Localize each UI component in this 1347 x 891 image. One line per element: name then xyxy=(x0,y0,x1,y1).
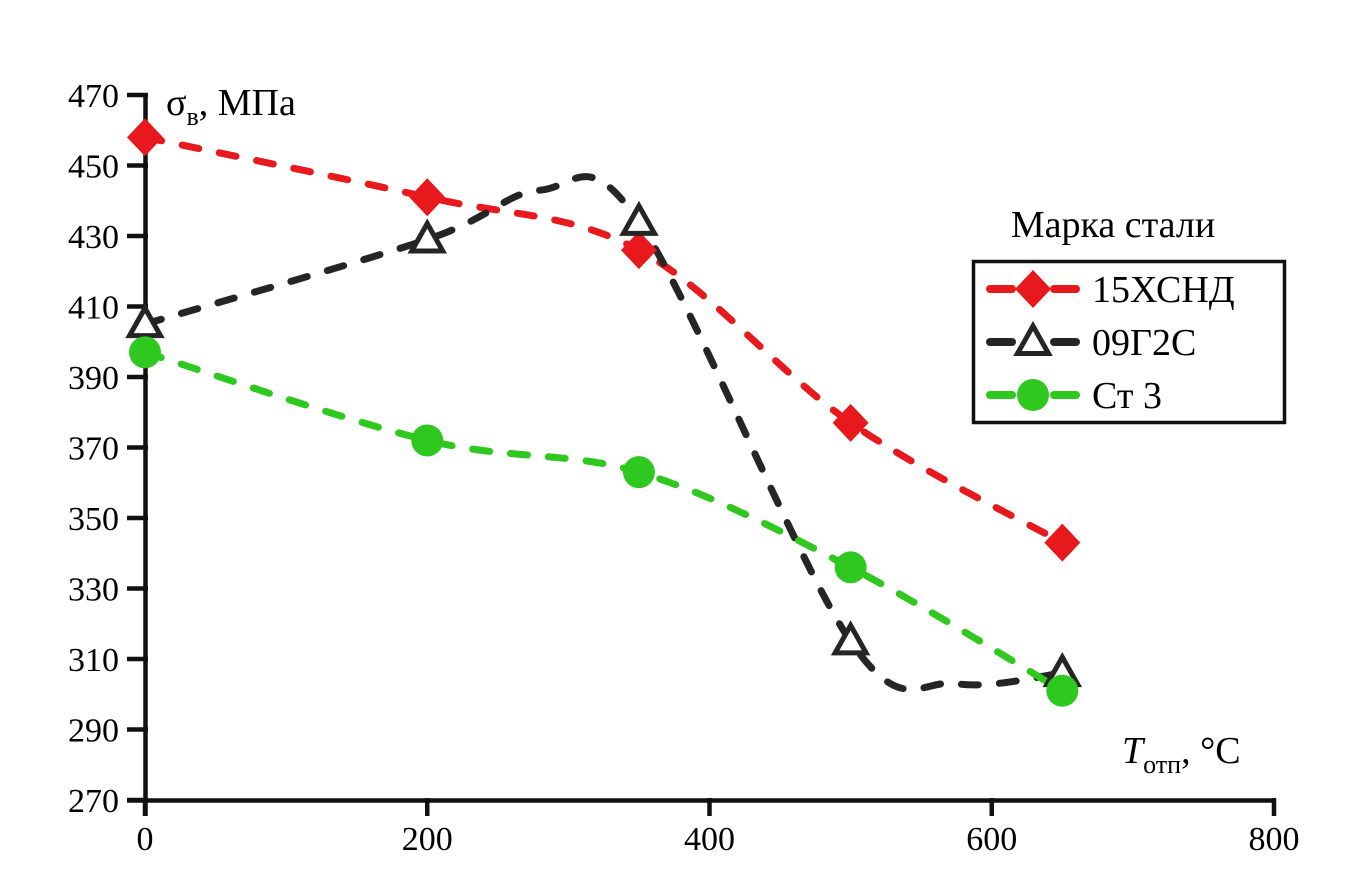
legend-swatch-09g2s xyxy=(986,320,1080,356)
legend: Марка стали 15ХСНД 09Г2С Ст 3 xyxy=(971,204,1287,425)
x-tick-label: 600 xyxy=(966,821,1017,858)
marker-triangle xyxy=(619,200,659,236)
x-tick-label: 400 xyxy=(684,821,735,858)
legend-label-09g2s: 09Г2С xyxy=(1092,322,1196,364)
y-axis-units: , МПа xyxy=(199,82,296,124)
series-lines xyxy=(141,133,1066,695)
y-tick-label: 410 xyxy=(68,290,119,327)
legend-title: Марка стали xyxy=(1011,204,1215,246)
y-axis-subscript: в xyxy=(186,102,198,131)
axes: 470 450 430 410 390 370 350 330 310 290 270 0 200 400… xyxy=(68,78,1300,858)
x-axis-title: Tотп, °C xyxy=(1122,730,1241,779)
legend-item-09g2s: 09Г2С xyxy=(986,320,1196,364)
x-axis-subscript: отп xyxy=(1143,750,1181,779)
marker-diamond xyxy=(409,178,446,217)
y-tick-label: 270 xyxy=(68,783,119,820)
y-tick-label: 450 xyxy=(68,149,119,186)
y-axis-symbol: σ xyxy=(166,82,186,124)
marker-diamond xyxy=(1015,270,1051,308)
y-tick-label: 310 xyxy=(68,642,119,679)
marker-circle xyxy=(129,336,161,369)
y-tick-label: 290 xyxy=(68,713,119,750)
series-line-0 xyxy=(141,133,1066,547)
marker-triangle xyxy=(125,303,165,339)
x-tick-label: 0 xyxy=(137,821,154,858)
marker-triangle xyxy=(830,620,871,656)
y-tick-label: 350 xyxy=(68,501,119,538)
y-tick-label: 330 xyxy=(68,572,119,609)
marker-circle xyxy=(834,551,867,584)
legend-swatch-15hsnd xyxy=(986,270,1080,308)
x-tick-label: 800 xyxy=(1249,821,1300,858)
legend-item-st3: Ст 3 xyxy=(986,375,1162,417)
marker-triangle xyxy=(1013,320,1053,356)
marker-diamond xyxy=(1044,523,1081,562)
legend-label-15hsnd: 15ХСНД xyxy=(1092,269,1235,311)
y-tick-label: 430 xyxy=(68,219,119,256)
series-markers xyxy=(125,118,1083,707)
y-tick-label: 390 xyxy=(68,360,119,397)
legend-item-15hsnd: 15ХСНД xyxy=(986,269,1235,311)
series-line-1 xyxy=(141,173,1066,693)
legend-swatch-st3 xyxy=(986,379,1080,411)
y-tick-label: 370 xyxy=(68,431,119,468)
x-axis-symbol: T xyxy=(1122,730,1146,772)
x-axis-units: , °C xyxy=(1181,730,1241,772)
marker-diamond xyxy=(127,118,163,157)
legend-label-st3: Ст 3 xyxy=(1092,375,1162,417)
marker-circle xyxy=(1046,674,1079,707)
marker-circle xyxy=(411,424,444,457)
y-tick-label: 470 xyxy=(68,78,119,115)
marker-triangle xyxy=(407,218,448,254)
marker-diamond xyxy=(832,403,869,442)
y-axis-title: σв, МПа xyxy=(166,82,296,131)
marker-diamond xyxy=(620,231,657,270)
x-tick-label: 200 xyxy=(402,821,453,858)
series-line-2 xyxy=(141,348,1066,695)
marker-circle xyxy=(622,456,655,489)
marker-circle xyxy=(1017,379,1049,411)
